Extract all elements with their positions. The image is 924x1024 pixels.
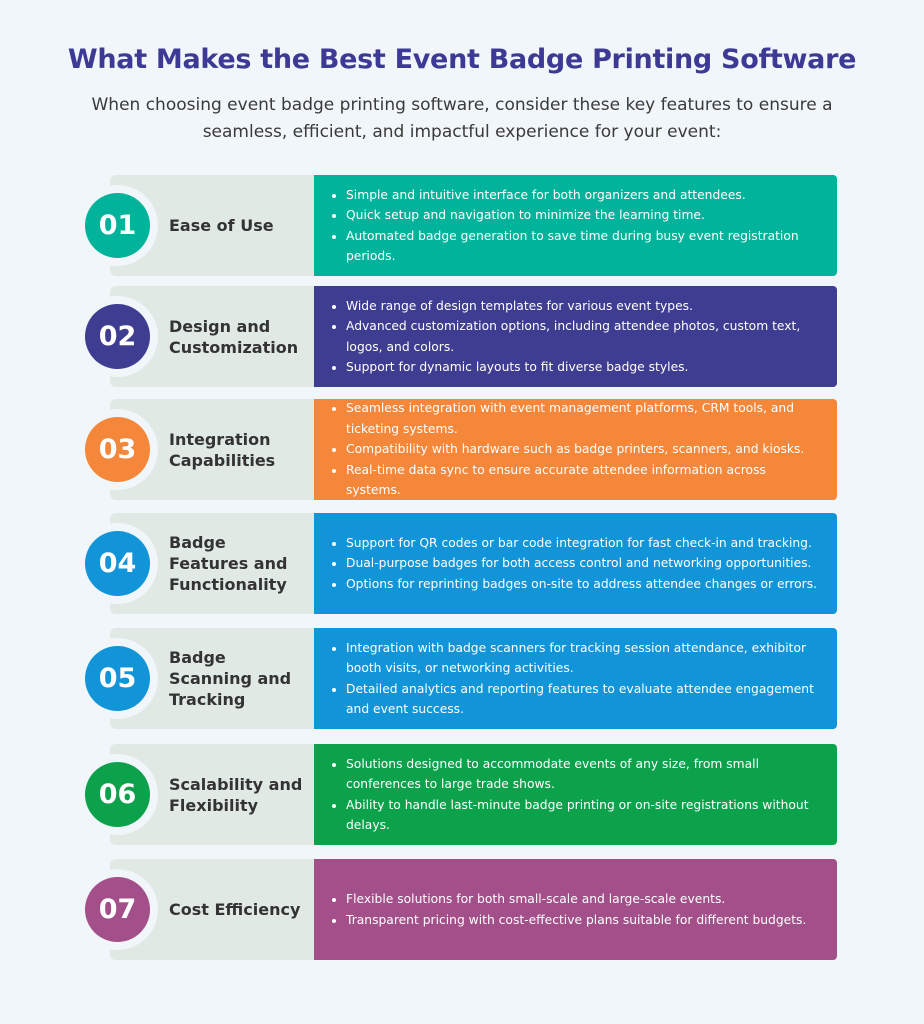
feature-point: Support for QR codes or bar code integra… bbox=[346, 533, 817, 554]
feature-point: Transparent pricing with cost-effective … bbox=[346, 910, 806, 931]
feature-points: Support for QR codes or bar code integra… bbox=[314, 533, 831, 595]
feature-label-panel: 04 Badge Features and Functionality bbox=[77, 513, 314, 614]
feature-points: Integration with badge scanners for trac… bbox=[314, 638, 837, 720]
feature-details-panel: Seamless integration with event manageme… bbox=[314, 399, 837, 500]
feature-point: Integration with badge scanners for trac… bbox=[346, 638, 823, 679]
feature-number-badge: 07 bbox=[85, 877, 150, 942]
feature-point: Real-time data sync to ensure accurate a… bbox=[346, 460, 823, 501]
feature-point: Compatibility with hardware such as badg… bbox=[346, 439, 823, 460]
feature-number-badge: 01 bbox=[85, 193, 150, 258]
feature-points: Simple and intuitive interface for both … bbox=[314, 185, 837, 267]
feature-point: Support for dynamic layouts to fit diver… bbox=[346, 357, 823, 378]
feature-card: 06 Scalability and Flexibility Solutions… bbox=[77, 744, 837, 845]
feature-point: Detailed analytics and reporting feature… bbox=[346, 679, 823, 720]
feature-number-badge: 02 bbox=[85, 304, 150, 369]
feature-details-panel: Wide range of design templates for vario… bbox=[314, 286, 837, 387]
feature-card: 04 Badge Features and Functionality Supp… bbox=[77, 513, 837, 614]
feature-points: Seamless integration with event manageme… bbox=[314, 398, 837, 501]
feature-point: Wide range of design templates for vario… bbox=[346, 296, 823, 317]
feature-card: 05 Badge Scanning and Tracking Integrati… bbox=[77, 628, 837, 729]
feature-points: Flexible solutions for both small-scale … bbox=[314, 889, 820, 930]
feature-heading: Badge Scanning and Tracking bbox=[169, 648, 292, 709]
feature-point: Automated badge generation to save time … bbox=[346, 226, 823, 267]
feature-point: Solutions designed to accommodate events… bbox=[346, 754, 823, 795]
feature-label-panel: 01 Ease of Use bbox=[77, 175, 314, 276]
feature-number-badge: 05 bbox=[85, 646, 150, 711]
feature-card: 02 Design and Customization Wide range o… bbox=[77, 286, 837, 387]
feature-point: Flexible solutions for both small-scale … bbox=[346, 889, 806, 910]
feature-card: 03 Integration Capabilities Seamless int… bbox=[77, 399, 837, 500]
feature-points: Wide range of design templates for vario… bbox=[314, 296, 837, 378]
feature-point: Seamless integration with event manageme… bbox=[346, 398, 823, 439]
feature-details-panel: Simple and intuitive interface for both … bbox=[314, 175, 837, 276]
feature-details-panel: Solutions designed to accommodate events… bbox=[314, 744, 837, 845]
feature-number-badge: 04 bbox=[85, 531, 150, 596]
feature-label-panel: 07 Cost Efficiency bbox=[77, 859, 314, 960]
feature-point: Quick setup and navigation to minimize t… bbox=[346, 205, 823, 226]
feature-number-badge: 03 bbox=[85, 417, 150, 482]
feature-point: Ability to handle last-minute badge prin… bbox=[346, 795, 823, 836]
feature-card: 07 Cost Efficiency Flexible solutions fo… bbox=[77, 859, 837, 960]
page-title: What Makes the Best Event Badge Printing… bbox=[67, 44, 857, 75]
page-subtitle: When choosing event badge printing softw… bbox=[91, 95, 833, 142]
feature-card: 01 Ease of Use Simple and intuitive inte… bbox=[77, 175, 837, 276]
feature-point: Options for reprinting badges on-site to… bbox=[346, 574, 817, 595]
feature-heading: Badge Features and Functionality bbox=[169, 533, 288, 594]
feature-label-panel: 05 Badge Scanning and Tracking bbox=[77, 628, 314, 729]
feature-label-panel: 06 Scalability and Flexibility bbox=[77, 744, 314, 845]
feature-details-panel: Support for QR codes or bar code integra… bbox=[314, 513, 837, 614]
feature-point: Simple and intuitive interface for both … bbox=[346, 185, 823, 206]
feature-heading: Cost Efficiency bbox=[169, 900, 301, 919]
feature-heading: Scalability and Flexibility bbox=[169, 774, 303, 815]
feature-heading: Integration Capabilities bbox=[169, 429, 276, 470]
feature-label-panel: 02 Design and Customization bbox=[77, 286, 314, 387]
feature-point: Advanced customization options, includin… bbox=[346, 316, 823, 357]
feature-details-panel: Flexible solutions for both small-scale … bbox=[314, 859, 837, 960]
feature-heading: Ease of Use bbox=[169, 216, 274, 235]
feature-number-badge: 06 bbox=[85, 762, 150, 827]
feature-heading: Design and Customization bbox=[169, 316, 299, 357]
feature-details-panel: Integration with badge scanners for trac… bbox=[314, 628, 837, 729]
feature-point: Dual-purpose badges for both access cont… bbox=[346, 553, 817, 574]
feature-points: Solutions designed to accommodate events… bbox=[314, 754, 837, 836]
feature-label-panel: 03 Integration Capabilities bbox=[77, 399, 314, 500]
